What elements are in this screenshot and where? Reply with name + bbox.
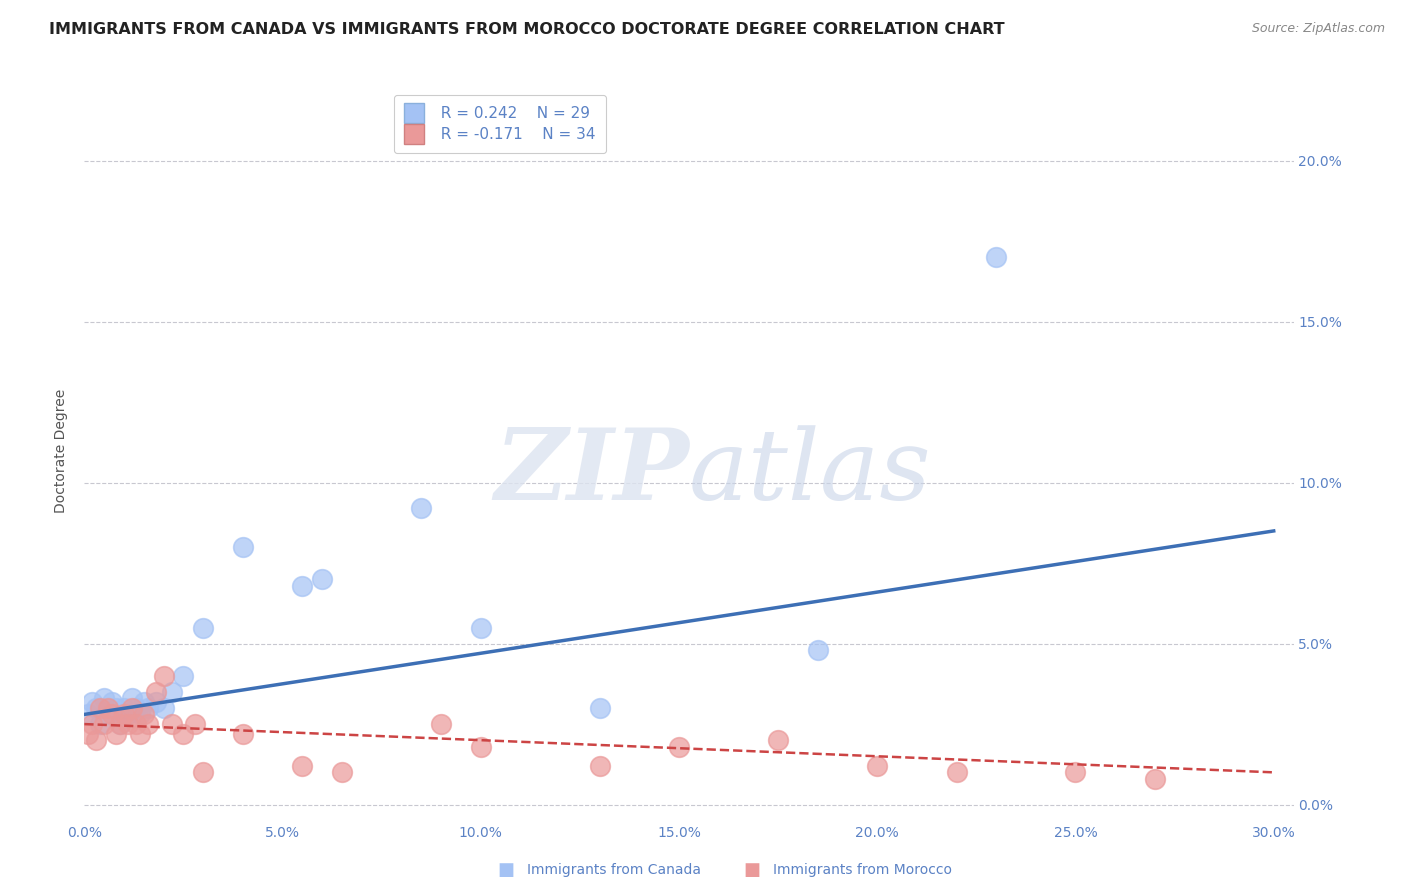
Legend:   R = 0.242    N = 29,   R = -0.171    N = 34: R = 0.242 N = 29, R = -0.171 N = 34 <box>394 95 606 153</box>
Point <box>866 759 889 773</box>
Y-axis label: Doctorate Degree: Doctorate Degree <box>55 388 69 513</box>
Point <box>84 701 107 715</box>
Point <box>89 717 111 731</box>
Point <box>97 701 120 715</box>
Point <box>77 727 100 741</box>
Point <box>807 643 830 657</box>
Point <box>128 727 150 741</box>
Point <box>105 701 128 715</box>
Point <box>125 701 148 715</box>
Text: Immigrants from Morocco: Immigrants from Morocco <box>773 863 952 877</box>
Point <box>82 694 104 708</box>
Point <box>82 717 104 731</box>
Point <box>105 727 128 741</box>
Point <box>184 717 207 731</box>
Point <box>152 701 174 715</box>
Point <box>145 685 167 699</box>
Point <box>311 572 333 586</box>
Point <box>193 765 215 780</box>
Point <box>986 250 1008 264</box>
Text: atlas: atlas <box>689 425 932 520</box>
Point <box>145 694 167 708</box>
Text: IMMIGRANTS FROM CANADA VS IMMIGRANTS FROM MOROCCO DOCTORATE DEGREE CORRELATION C: IMMIGRANTS FROM CANADA VS IMMIGRANTS FRO… <box>49 22 1005 37</box>
Point <box>93 691 115 706</box>
Point <box>589 701 612 715</box>
Text: Source: ZipAtlas.com: Source: ZipAtlas.com <box>1251 22 1385 36</box>
Point <box>97 707 120 722</box>
Text: ZIP: ZIP <box>494 425 689 521</box>
Point <box>132 707 155 722</box>
Point <box>132 694 155 708</box>
Point <box>945 765 967 780</box>
Point <box>121 701 143 715</box>
Point <box>112 701 135 715</box>
Point <box>112 707 135 722</box>
Point <box>125 717 148 731</box>
Point <box>1064 765 1087 780</box>
Point <box>291 579 314 593</box>
Point <box>668 739 690 754</box>
Point <box>117 717 139 731</box>
Point <box>136 717 159 731</box>
Point <box>84 733 107 747</box>
Point <box>172 669 194 683</box>
Point <box>291 759 314 773</box>
Text: ■: ■ <box>498 861 515 879</box>
Point <box>101 694 124 708</box>
Text: ■: ■ <box>744 861 761 879</box>
Point <box>411 501 433 516</box>
Point <box>89 701 111 715</box>
Point <box>766 733 789 747</box>
Point <box>121 691 143 706</box>
Point <box>160 717 183 731</box>
Point <box>108 717 131 731</box>
Point <box>101 707 124 722</box>
Point <box>330 765 353 780</box>
Point <box>470 620 492 634</box>
Point <box>136 701 159 715</box>
Point <box>172 727 194 741</box>
Point <box>152 669 174 683</box>
Point <box>470 739 492 754</box>
Point <box>160 685 183 699</box>
Point <box>77 707 100 722</box>
Point <box>232 540 254 554</box>
Point <box>193 620 215 634</box>
Point <box>232 727 254 741</box>
Point <box>128 707 150 722</box>
Point <box>430 717 453 731</box>
Text: Immigrants from Canada: Immigrants from Canada <box>527 863 702 877</box>
Point <box>93 717 115 731</box>
Point <box>117 707 139 722</box>
Point <box>1143 772 1166 786</box>
Point <box>589 759 612 773</box>
Point <box>108 717 131 731</box>
